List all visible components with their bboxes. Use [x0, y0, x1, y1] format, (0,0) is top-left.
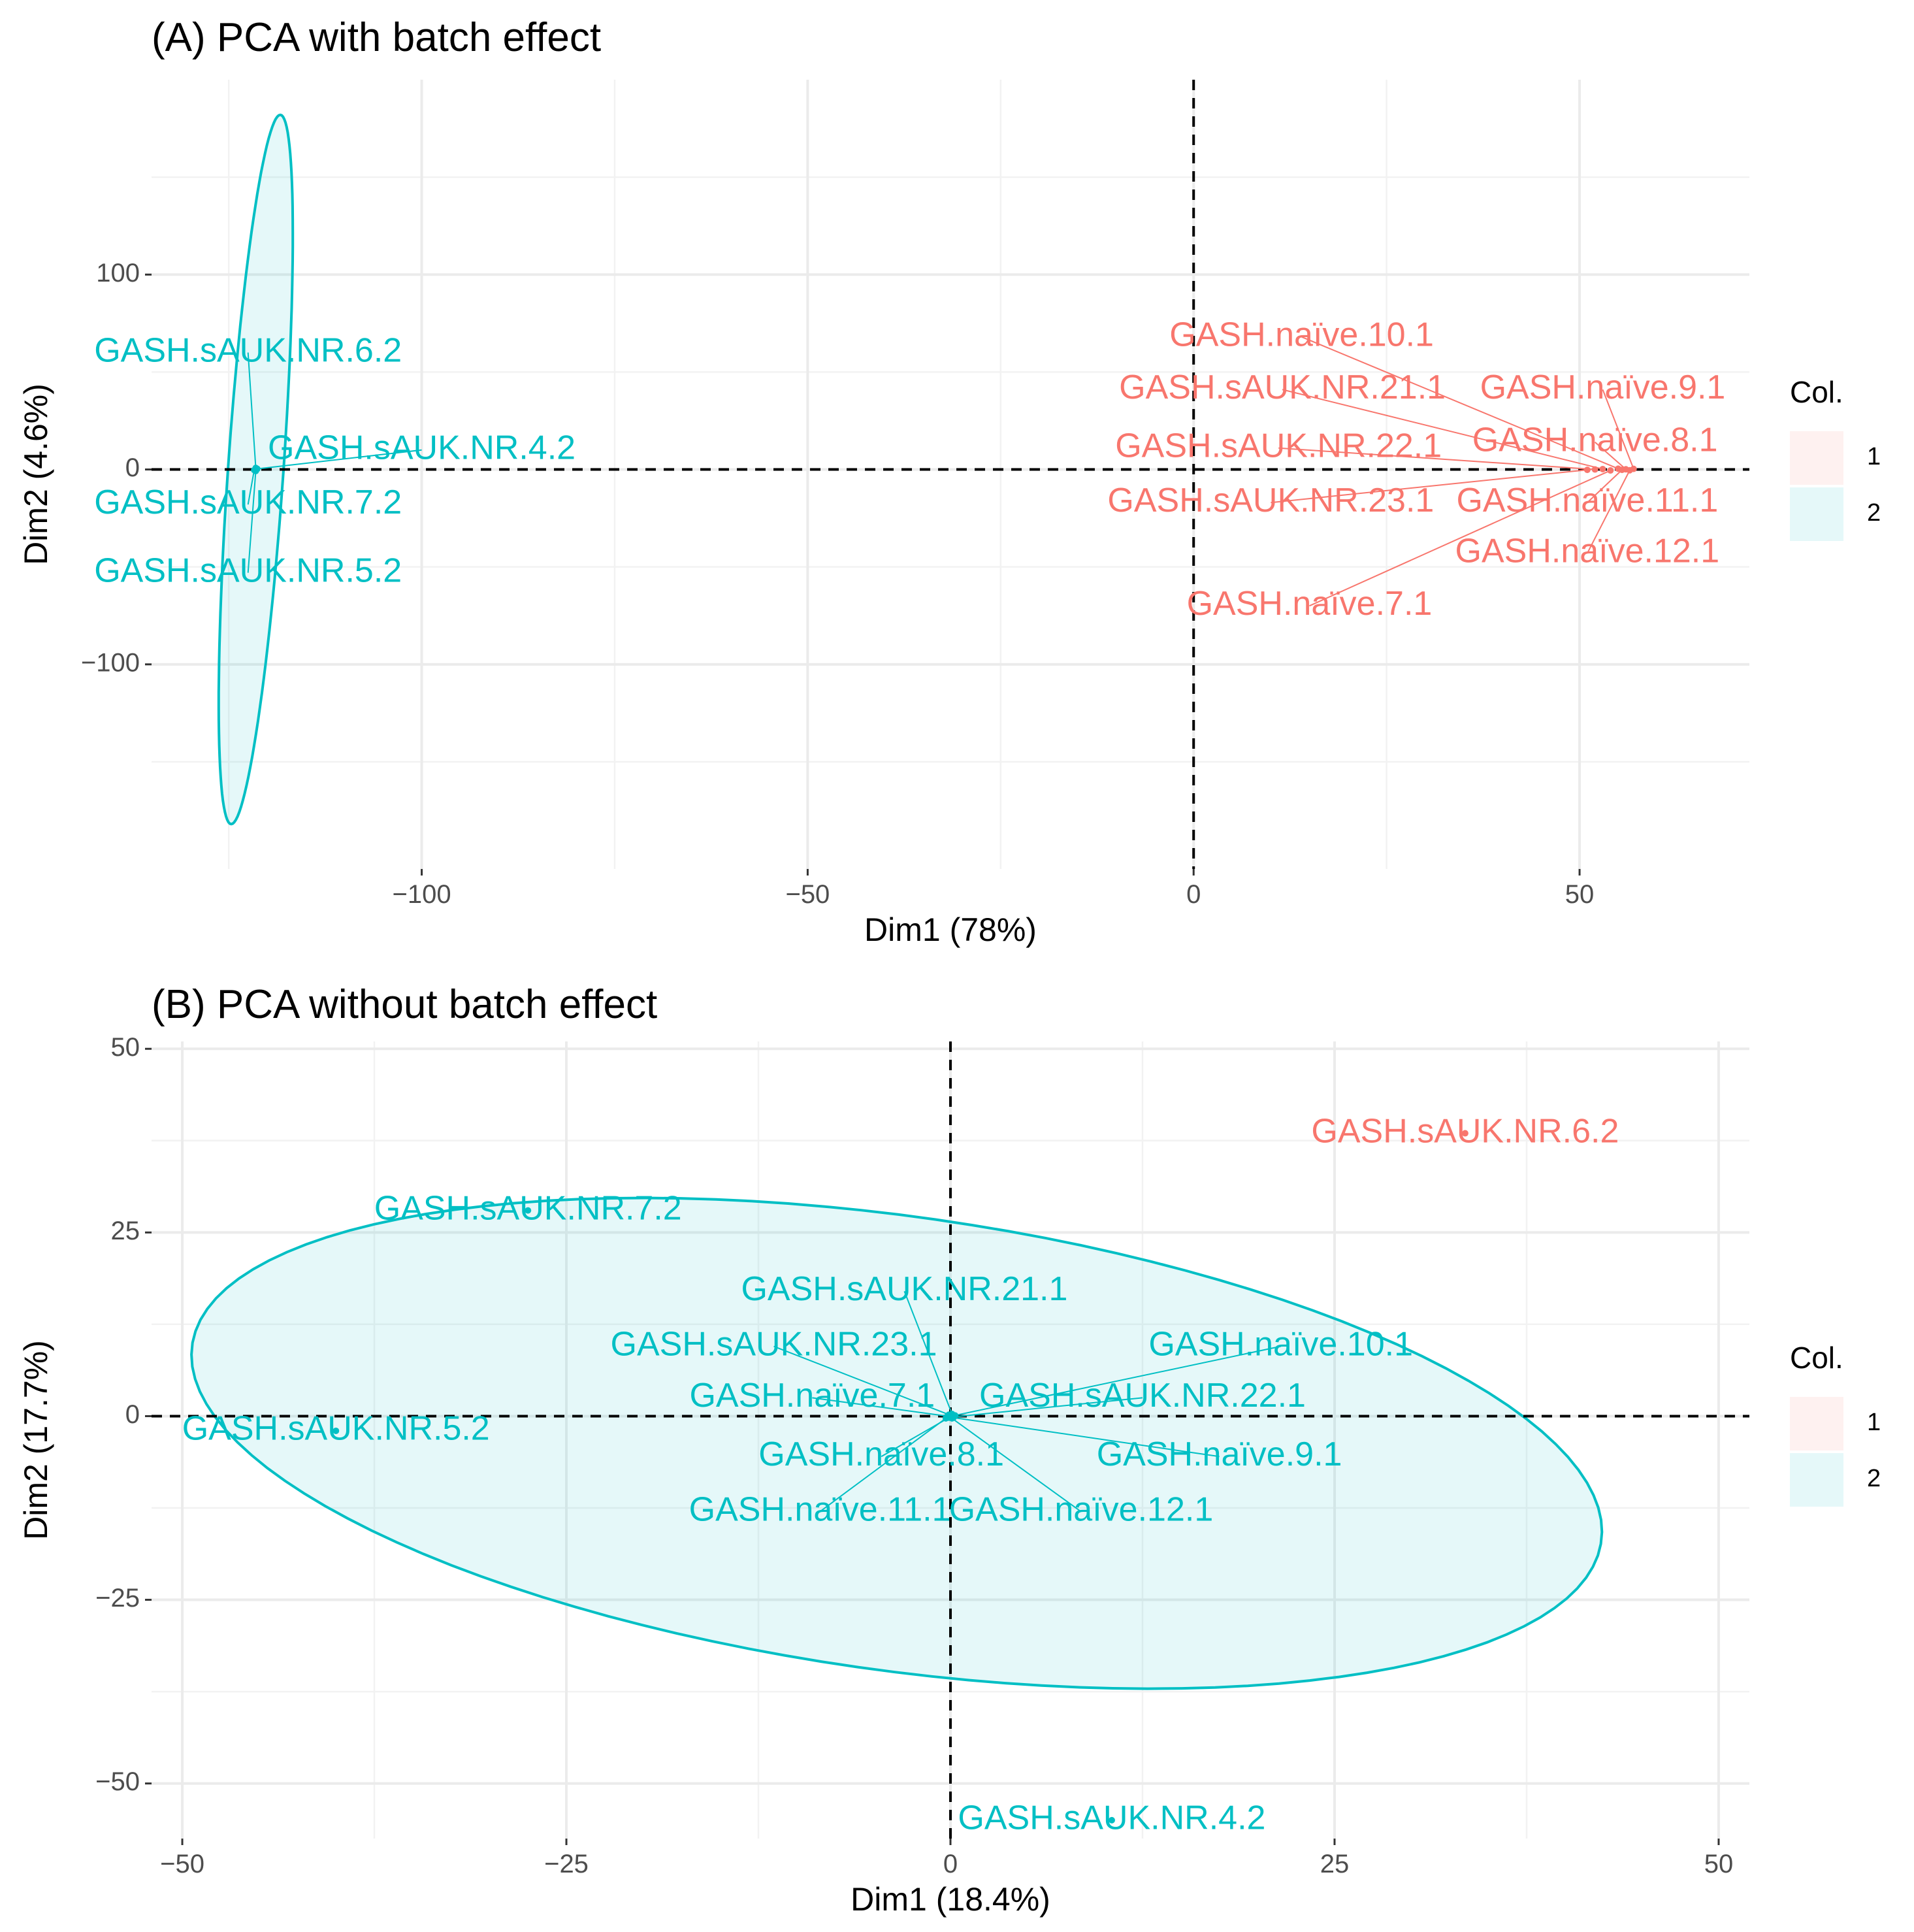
point-label: GASH.sAUK.NR.22.1 — [1115, 427, 1442, 465]
label-leader-line — [1301, 336, 1619, 470]
y-tick-label: 100 — [96, 259, 140, 287]
y-tick-label: −50 — [95, 1767, 140, 1796]
point-label: GASH.sAUK.NR.5.2 — [94, 551, 402, 589]
panel-title: (B) PCA without batch effect — [152, 982, 657, 1027]
data-point — [1461, 1130, 1468, 1137]
point-label: GASH.naïve.9.1 — [1097, 1435, 1342, 1473]
point-label: GASH.sAUK.NR.21.1 — [1119, 368, 1446, 406]
label-leader-line — [1278, 447, 1595, 470]
data-point — [1599, 465, 1606, 472]
panel-title: (A) PCA with batch effect — [152, 15, 601, 60]
point-label: GASH.sAUK.NR.22.1 — [979, 1377, 1306, 1415]
legend-title: Col. — [1790, 1341, 1843, 1375]
point-label: GASH.sAUK.NR.23.1 — [1107, 482, 1434, 519]
label-leader-line — [1309, 470, 1611, 607]
point-label: GASH.sAUK.NR.7.2 — [374, 1189, 682, 1227]
legend-key-swatch — [1790, 431, 1843, 485]
x-tick-label: −50 — [785, 880, 830, 909]
label-leader-line — [1282, 389, 1603, 470]
label-leader-line — [1586, 470, 1630, 554]
y-tick-label: −25 — [95, 1584, 140, 1613]
label-leader-line — [773, 1345, 950, 1416]
legend-key-label: 2 — [1867, 499, 1881, 527]
point-label: GASH.naïve.11.1 — [689, 1490, 951, 1528]
point-label: GASH.naïve.9.1 — [1480, 368, 1726, 406]
x-tick-label: −100 — [393, 880, 451, 909]
data-point — [1619, 467, 1626, 474]
label-leader-line — [1587, 469, 1623, 503]
legend-key-label: 2 — [1867, 1465, 1881, 1492]
data-point — [333, 1427, 340, 1434]
x-tick-label: −25 — [544, 1850, 589, 1878]
data-point — [1607, 467, 1614, 474]
legend-title: Col. — [1790, 375, 1843, 409]
data-point — [949, 1415, 956, 1422]
data-point — [525, 1207, 532, 1214]
label-leader-line — [1602, 389, 1634, 470]
label-leader-line — [951, 1418, 1082, 1513]
point-label: GASH.naïve.11.1 — [1456, 482, 1718, 519]
label-leader-line — [819, 1418, 947, 1513]
label-leader-line — [953, 1397, 1143, 1418]
point-label: GASH.naïve.7.1 — [689, 1377, 935, 1415]
point-label: GASH.naïve.12.1 — [1455, 532, 1720, 570]
data-point — [252, 467, 259, 474]
x-axis-title: Dim1 (18.4%) — [851, 1881, 1050, 1918]
panel-a: (A) PCA with batch effect GASH.sAUK.NR.6.… — [18, 15, 1881, 948]
legend-key-swatch — [1790, 1453, 1843, 1507]
legend-key-swatch — [1790, 487, 1843, 541]
x-tick-label: 50 — [1704, 1850, 1734, 1878]
legend-key-label: 1 — [1867, 1409, 1881, 1436]
panel-b: (B) PCA without batch effect GASH.sAUK.NR… — [18, 982, 1881, 1918]
label-leader-line — [257, 449, 422, 470]
label-leader-line — [903, 1290, 953, 1415]
legend-key-swatch — [1790, 1397, 1843, 1450]
point-label: GASH.sAUK.NR.5.2 — [182, 1410, 490, 1448]
y-tick-label: 50 — [111, 1033, 140, 1062]
point-label: GASH.sAUK.NR.4.2 — [268, 429, 576, 467]
y-tick-label: 0 — [125, 1400, 140, 1429]
point-label: GASH.sAUK.NR.4.2 — [958, 1799, 1265, 1837]
x-tick-label: −50 — [160, 1850, 204, 1878]
label-leader-line — [953, 1416, 1220, 1458]
point-label: GASH.sAUK.NR.21.1 — [741, 1270, 1067, 1308]
point-label: GASH.naïve.8.1 — [758, 1435, 1004, 1473]
label-leader-line — [247, 470, 257, 573]
point-label: GASH.sAUK.NR.6.2 — [1311, 1112, 1619, 1150]
point-label: GASH.naïve.10.1 — [1169, 316, 1434, 353]
y-tick-label: 0 — [125, 453, 140, 482]
point-label: GASH.naïve.10.1 — [1148, 1325, 1413, 1363]
data-point — [1591, 466, 1598, 473]
confidence-ellipse — [190, 1196, 1604, 1690]
x-tick-label: 50 — [1565, 880, 1595, 909]
x-tick-label: 0 — [943, 1850, 958, 1878]
data-point — [1108, 1816, 1115, 1824]
point-label: GASH.naïve.7.1 — [1187, 585, 1433, 623]
label-leader-line — [954, 1345, 1281, 1416]
label-leader-line — [812, 1397, 948, 1417]
y-axis-title: Dim2 (4.6%) — [18, 384, 54, 565]
x-axis-title: Dim1 (78%) — [864, 911, 1037, 948]
data-point — [942, 1415, 949, 1422]
y-tick-label: −100 — [81, 648, 140, 677]
label-leader-line — [1271, 469, 1587, 504]
legend-key-label: 1 — [1867, 443, 1881, 470]
label-leader-line — [247, 470, 255, 505]
point-label: GASH.sAUK.NR.6.2 — [94, 331, 402, 369]
label-leader-line — [1595, 442, 1627, 470]
data-point — [1583, 467, 1591, 474]
y-axis-title: Dim2 (17.7%) — [18, 1340, 54, 1540]
data-point — [1626, 467, 1633, 474]
label-leader-line — [247, 352, 257, 468]
point-label: GASH.sAUK.NR.23.1 — [611, 1325, 937, 1363]
point-label: GASH.sAUK.NR.7.2 — [94, 483, 402, 521]
point-label: GASH.naïve.8.1 — [1472, 421, 1718, 459]
x-tick-label: 25 — [1320, 1850, 1350, 1878]
y-tick-label: 25 — [111, 1217, 140, 1245]
x-tick-label: 0 — [1186, 880, 1201, 909]
point-label: GASH.naïve.12.1 — [949, 1490, 1214, 1528]
